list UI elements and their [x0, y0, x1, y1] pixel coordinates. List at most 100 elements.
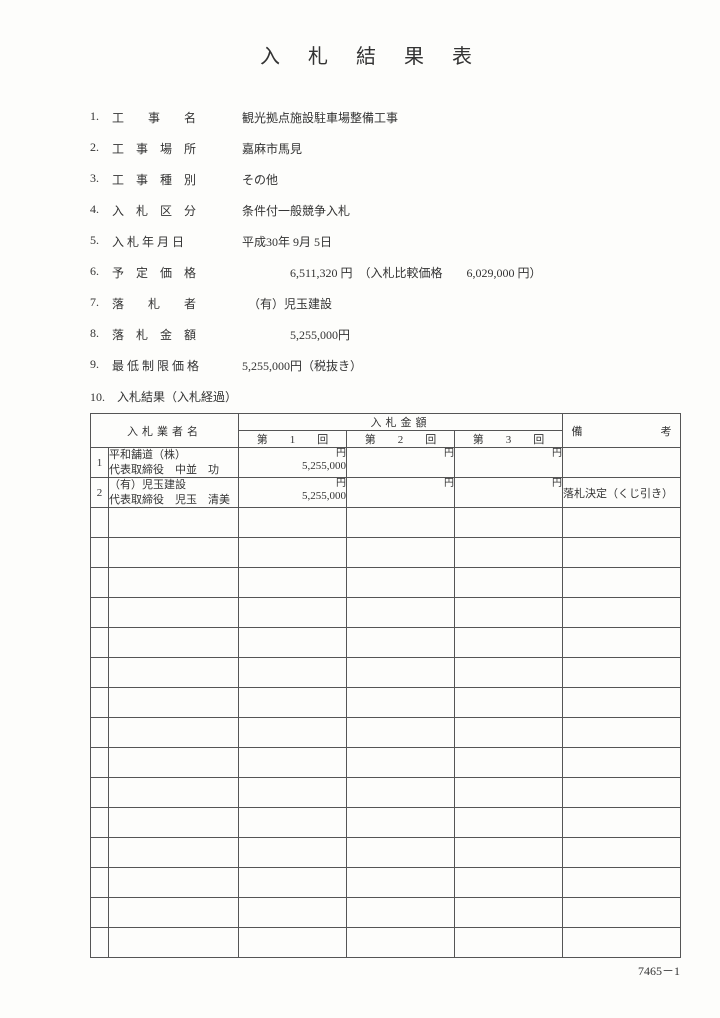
row-num: [91, 508, 109, 538]
row-num: [91, 628, 109, 658]
bid-amount-2: [347, 718, 455, 748]
table-row: [91, 868, 681, 898]
table-row: [91, 808, 681, 838]
remark: [563, 448, 681, 478]
th-remark: 備考: [563, 414, 681, 448]
row-num: [91, 658, 109, 688]
bid-amount-3: [455, 718, 563, 748]
field-value: 観光拠点施設駐車場整備工事: [242, 109, 690, 126]
table-row: [91, 688, 681, 718]
remark: [563, 538, 681, 568]
bid-amount-3: [455, 628, 563, 658]
field-num: 8.: [90, 326, 112, 343]
bidder-name: [109, 718, 239, 748]
table-row: [91, 658, 681, 688]
row-num: 2: [91, 478, 109, 508]
remark: [563, 748, 681, 778]
bid-amount-3: [455, 808, 563, 838]
remark: [563, 658, 681, 688]
th-bidder-name: 入札業者名: [91, 414, 239, 448]
bid-amount-3: [455, 538, 563, 568]
field-num: 2.: [90, 140, 112, 157]
bid-results-table: 入札業者名 入札金額 備考 第 1 回 第 2 回 第 3 回 1平和舗道（株）…: [90, 413, 681, 958]
remark: [563, 688, 681, 718]
th-bid-amount-group: 入札金額: [239, 414, 563, 431]
bid-amount-1: [239, 628, 347, 658]
field-label: 最 低 制 限 価 格: [112, 357, 242, 374]
bid-amount-1: [239, 508, 347, 538]
bid-amount-3: [455, 778, 563, 808]
field-value: 平成30年 9月 5日: [242, 233, 690, 250]
field-value: （有）児玉建設: [242, 295, 690, 312]
bid-amount-3: [455, 508, 563, 538]
field-label: 入 札 年 月 日: [112, 233, 242, 250]
bid-amount-1: 円5,255,000: [239, 478, 347, 508]
remark: [563, 598, 681, 628]
bid-amount-3: [455, 748, 563, 778]
bid-amount-3: [455, 898, 563, 928]
bid-amount-2: [347, 598, 455, 628]
bid-amount-1: [239, 658, 347, 688]
field-num: 3.: [90, 171, 112, 188]
page-title: 入札結果表: [30, 40, 690, 69]
bid-amount-2: [347, 778, 455, 808]
bidder-name: [109, 868, 239, 898]
bid-amount-3: [455, 838, 563, 868]
row-num: [91, 538, 109, 568]
bid-amount-1: [239, 838, 347, 868]
row-num: [91, 598, 109, 628]
remark: [563, 898, 681, 928]
bid-amount-2: [347, 838, 455, 868]
table-row: [91, 628, 681, 658]
bid-amount-3: 円: [455, 448, 563, 478]
field-value: 条件付一般競争入札: [242, 202, 690, 219]
remark: [563, 568, 681, 598]
bid-amount-2: [347, 568, 455, 598]
section-10-label: 10. 入札結果（入札経過）: [30, 388, 690, 405]
row-num: [91, 898, 109, 928]
bidder-name: [109, 898, 239, 928]
bid-amount-1: [239, 718, 347, 748]
page-footer: 7465－1: [30, 962, 680, 979]
row-num: [91, 868, 109, 898]
remark: [563, 718, 681, 748]
bid-amount-3: [455, 688, 563, 718]
bid-amount-2: [347, 508, 455, 538]
field-num: 7.: [90, 295, 112, 312]
bid-amount-3: [455, 568, 563, 598]
bid-amount-2: [347, 868, 455, 898]
field-row: 8.落 札 金 額 5,255,000円: [90, 326, 690, 343]
field-list: 1.工 事 名観光拠点施設駐車場整備工事2.工 事 場 所嘉麻市馬見3.工 事 …: [30, 109, 690, 374]
bidder-name: [109, 748, 239, 778]
bidder-name: [109, 508, 239, 538]
bid-amount-2: [347, 898, 455, 928]
table-row: [91, 928, 681, 958]
bid-amount-1: [239, 598, 347, 628]
table-row: [91, 598, 681, 628]
bid-amount-1: [239, 568, 347, 598]
bidder-name: [109, 778, 239, 808]
field-row: 5.入 札 年 月 日平成30年 9月 5日: [90, 233, 690, 250]
bid-amount-3: [455, 868, 563, 898]
field-label: 工 事 種 別: [112, 171, 242, 188]
field-num: 4.: [90, 202, 112, 219]
table-row: [91, 568, 681, 598]
bid-amount-2: [347, 658, 455, 688]
remark: [563, 838, 681, 868]
table-row: [91, 538, 681, 568]
row-num: [91, 778, 109, 808]
table-row: [91, 748, 681, 778]
field-num: 9.: [90, 357, 112, 374]
bidder-name: （有）児玉建設代表取締役 児玉 清美: [109, 478, 239, 508]
row-num: [91, 718, 109, 748]
bidder-name: [109, 688, 239, 718]
field-row: 3.工 事 種 別その他: [90, 171, 690, 188]
bidder-name: [109, 628, 239, 658]
bid-amount-2: [347, 538, 455, 568]
field-value: 5,255,000円: [242, 326, 690, 343]
remark: [563, 508, 681, 538]
bid-amount-1: [239, 748, 347, 778]
bidder-name: [109, 538, 239, 568]
field-num: 6.: [90, 264, 112, 281]
bidder-name: [109, 928, 239, 958]
